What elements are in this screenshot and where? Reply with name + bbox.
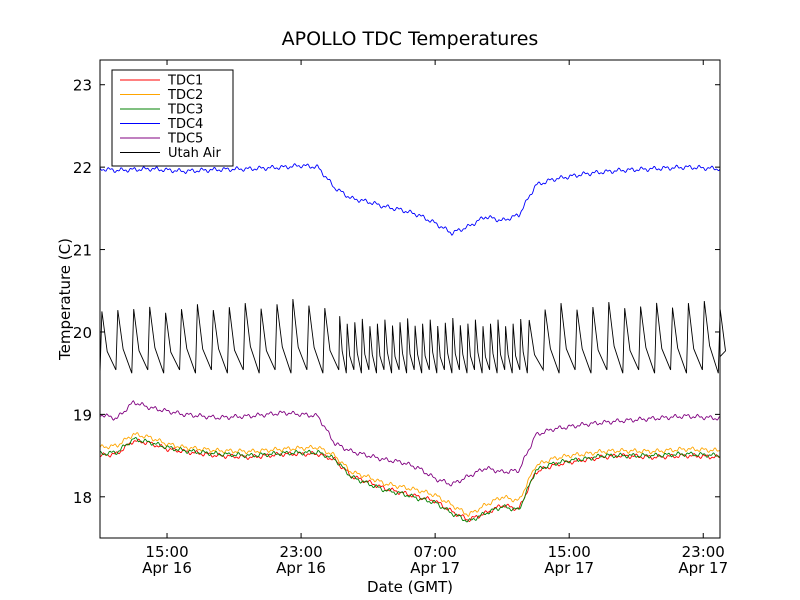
legend-label-tdc1: TDC1 xyxy=(167,74,203,89)
legend-label-tdc2: TDC2 xyxy=(167,88,203,103)
series-line-tdc4 xyxy=(99,163,721,236)
y-axis: 18 19 20 21 22 23 xyxy=(73,77,720,507)
legend-label-tdc3: TDC3 xyxy=(167,103,203,118)
y-tick-label: 23 xyxy=(73,77,92,95)
y-tick-label: 20 xyxy=(73,324,92,342)
y-tick-label: 22 xyxy=(73,159,92,177)
series-line-tdc5 xyxy=(100,400,721,487)
x-tick-date-label: Apr 17 xyxy=(544,559,594,577)
series-layer xyxy=(99,163,726,523)
chart-title: APOLLO TDC Temperatures xyxy=(282,28,539,50)
y-axis-label: Temperature (C) xyxy=(56,238,74,361)
legend-label-tdc5: TDC5 xyxy=(167,132,203,147)
x-tick-date-label: Apr 17 xyxy=(410,559,460,577)
x-axis-label: Date (GMT) xyxy=(367,578,453,596)
y-tick-label: 19 xyxy=(73,406,92,424)
x-tick-time-label: 23:00 xyxy=(279,543,322,561)
x-tick-date-label: Apr 16 xyxy=(276,559,326,577)
x-tick-time-label: 07:00 xyxy=(414,543,457,561)
plot-frame xyxy=(99,59,721,539)
x-tick-date-label: Apr 17 xyxy=(678,559,728,577)
y-tick-label: 18 xyxy=(73,489,92,507)
legend-box xyxy=(111,69,234,167)
series-line-tdc2 xyxy=(99,432,721,517)
legend-label-utah-air: Utah Air xyxy=(168,146,221,161)
x-tick-time-label: 15:00 xyxy=(145,543,188,561)
x-tick-time-label: 23:00 xyxy=(682,543,725,561)
x-tick-time-label: 15:00 xyxy=(548,543,591,561)
x-tick-date-label: Apr 16 xyxy=(142,559,192,577)
y-tick-label: 21 xyxy=(73,242,92,260)
series-line-tdc3 xyxy=(99,436,721,523)
legend-label-tdc4: TDC4 xyxy=(167,117,203,132)
series-line-utah-air xyxy=(99,298,726,374)
